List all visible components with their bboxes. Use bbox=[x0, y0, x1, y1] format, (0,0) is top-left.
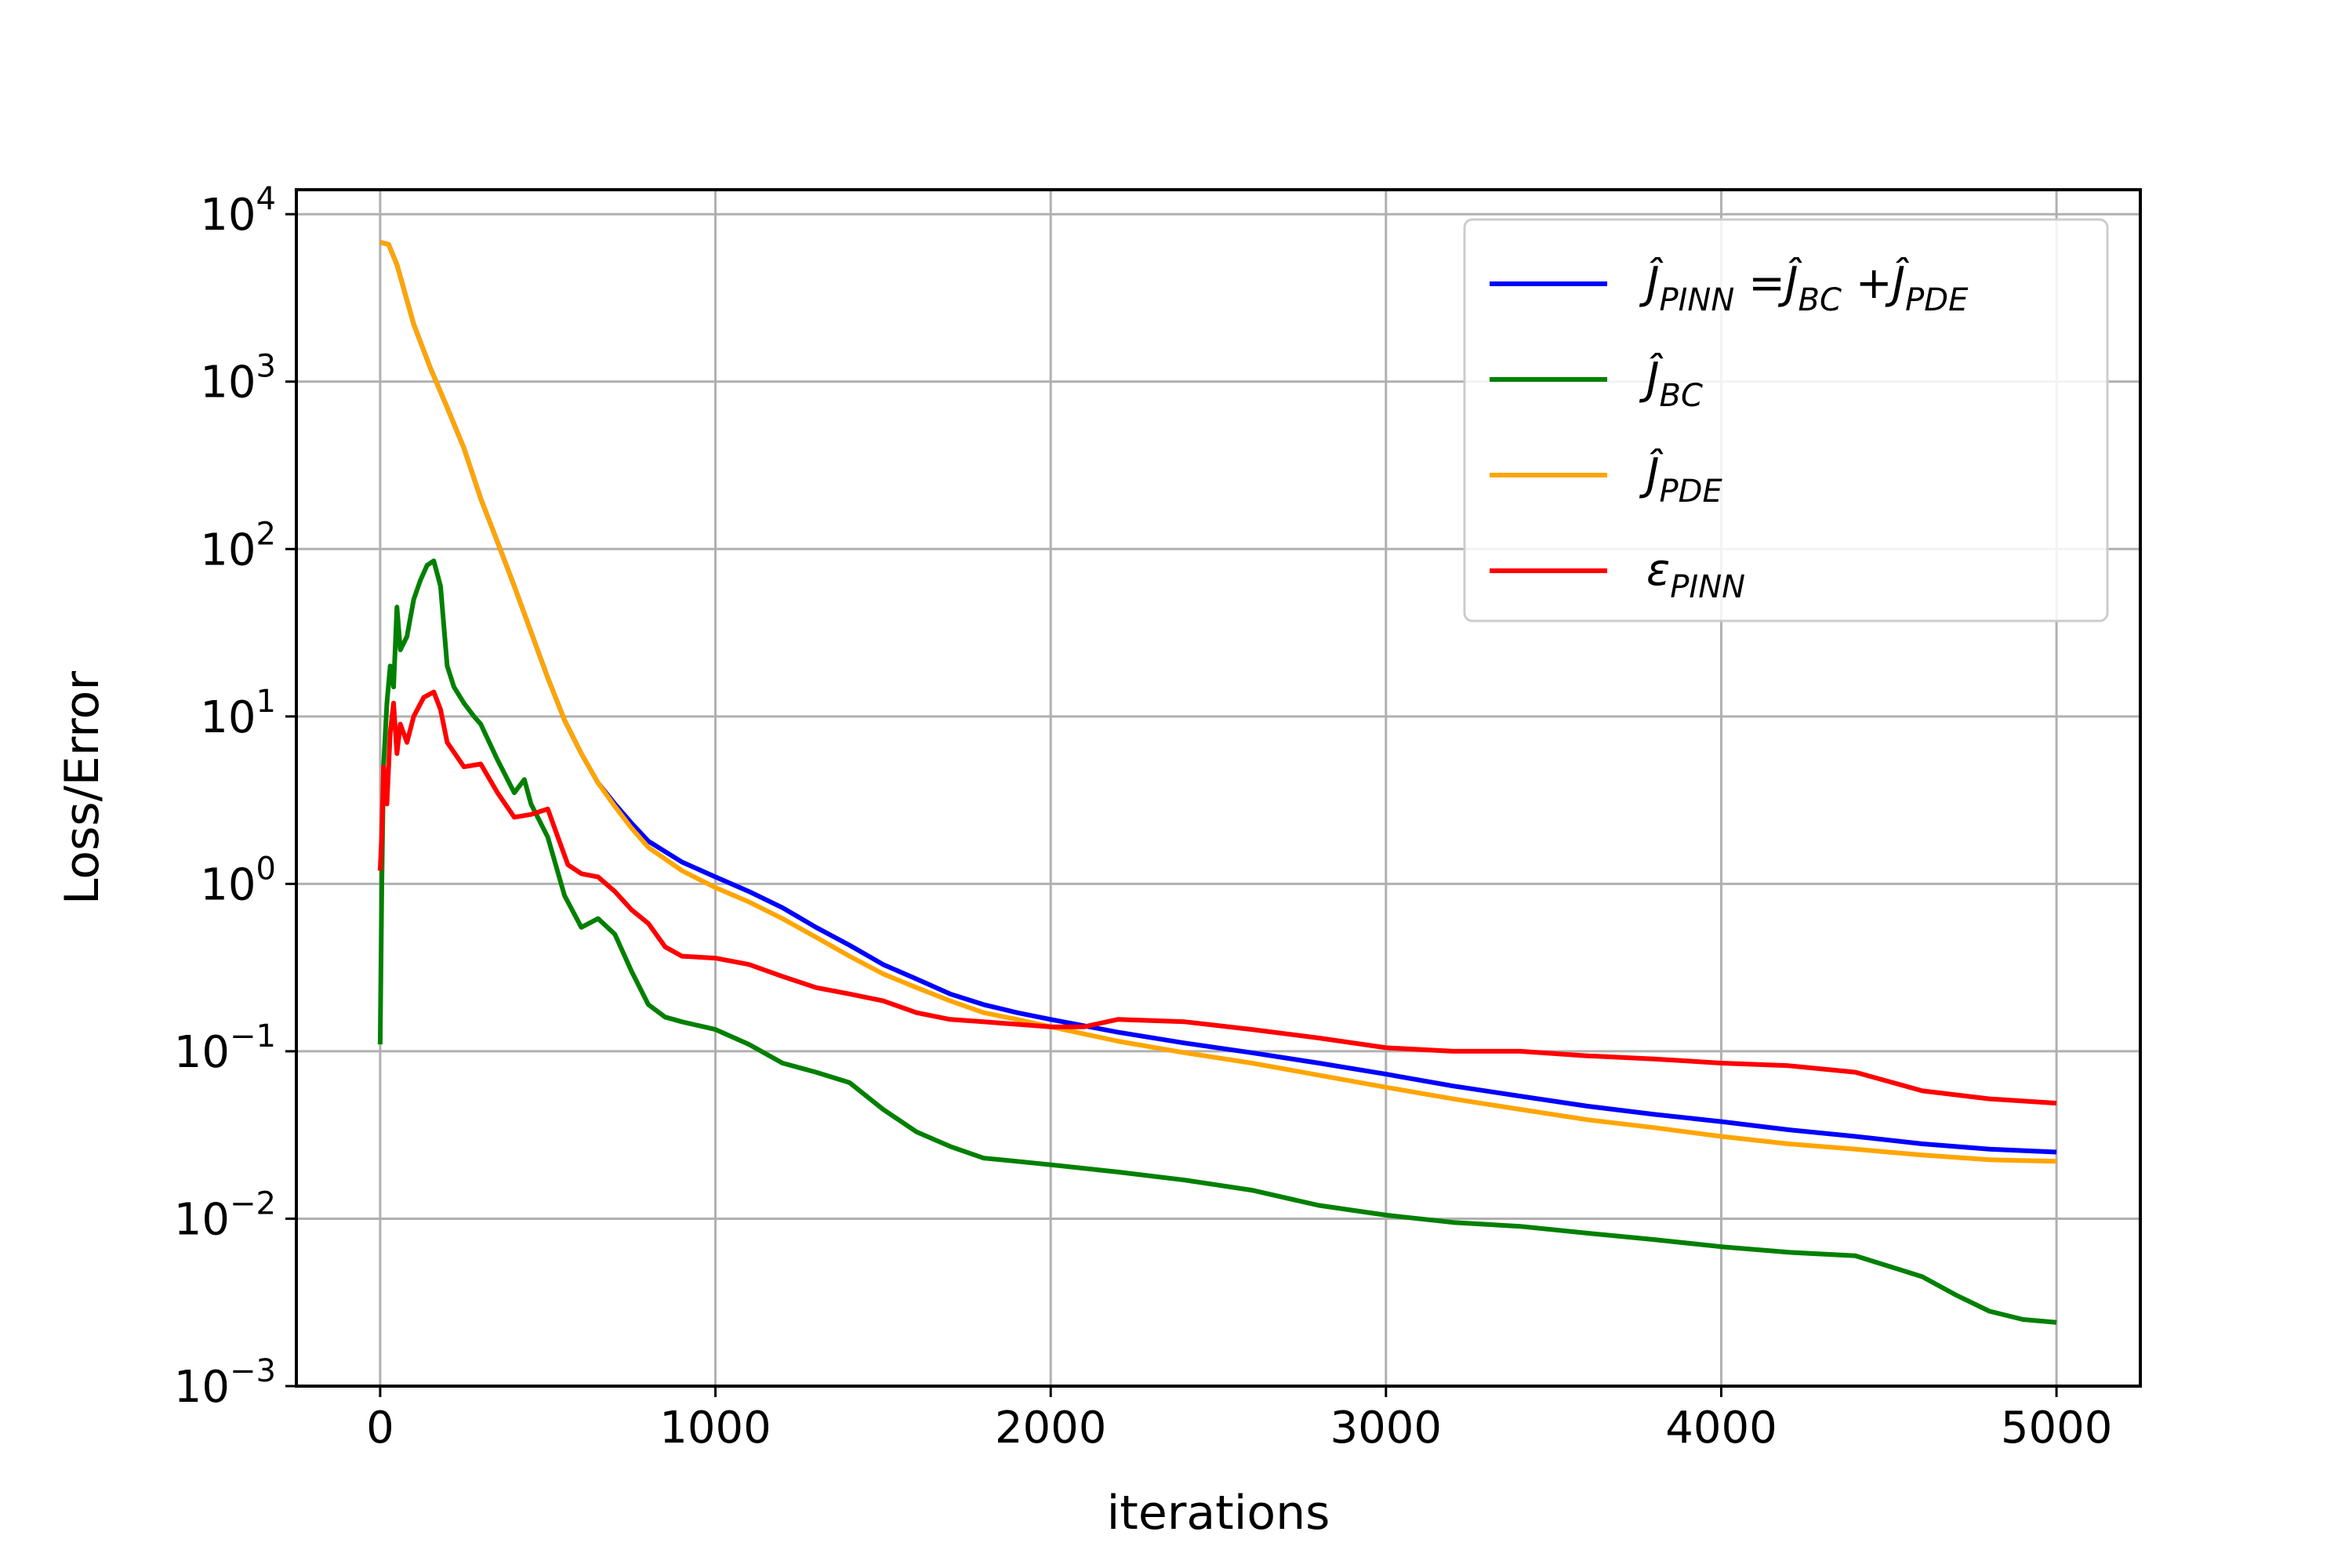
plot-frame bbox=[295, 188, 2142, 1388]
y-tick-label: 103 bbox=[200, 349, 276, 408]
legend-box bbox=[1463, 218, 2109, 622]
x-tick-label: 0 bbox=[366, 1403, 394, 1454]
y-tick-label: 101 bbox=[200, 684, 276, 743]
y-tick-label: 10−2 bbox=[174, 1185, 276, 1245]
x-tick-label: 4000 bbox=[1665, 1403, 1777, 1454]
legend-label: εPINN bbox=[1646, 545, 1745, 605]
series-line-3 bbox=[377, 689, 2057, 1106]
x-tick-label: 2000 bbox=[995, 1403, 1107, 1454]
y-axis-label: Loss/Error bbox=[55, 671, 110, 905]
legend: ĴPINN =ĴBC +ĴPDE ĴBC ĴPDE εPINN bbox=[1463, 218, 2109, 622]
series-group bbox=[377, 240, 2057, 1325]
x-axis-label: iterations bbox=[1107, 1486, 1330, 1541]
y-tick-label: 104 bbox=[200, 181, 276, 241]
y-tick-label: 10−3 bbox=[174, 1353, 276, 1413]
y-tick-label: 10−1 bbox=[174, 1018, 276, 1078]
x-axis: 0 1000 2000 3000 4000 5000 bbox=[366, 1386, 2112, 1454]
x-tick-label: 3000 bbox=[1330, 1403, 1443, 1454]
x-tick-label: 1000 bbox=[659, 1403, 771, 1454]
y-tick-label: 102 bbox=[200, 516, 276, 575]
y-tick-label: 100 bbox=[200, 851, 276, 910]
y-axis: 10−3 10−2 10−1 100 101 102 103 104 bbox=[174, 181, 296, 1413]
x-tick-label: 5000 bbox=[2001, 1403, 2113, 1454]
series-line-2 bbox=[379, 240, 2057, 1164]
series-line-1 bbox=[377, 558, 2057, 1325]
